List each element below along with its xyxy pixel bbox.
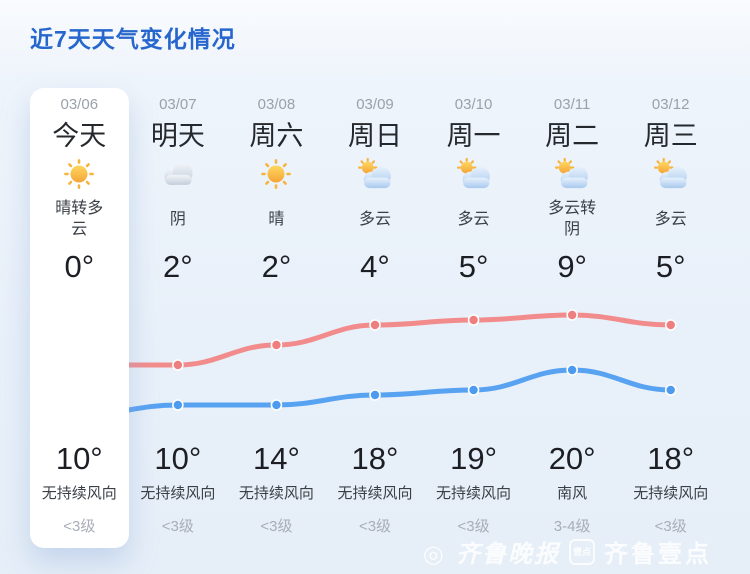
date-label: 03/12 — [651, 96, 690, 113]
day-column-today-details: 10° 无持续风向 <3级 — [30, 435, 129, 553]
forecast-board: 03/06 今天 晴转多云 0° 03/07 明天 阴 2° 03/08 周六 … — [30, 88, 720, 553]
today-highlight-card — [30, 88, 129, 548]
temp-upper: 2° — [163, 249, 193, 284]
partly-cloudy-icon — [651, 157, 691, 191]
blue-line-upper-temps-row-point — [664, 384, 677, 396]
temp-lower: 18° — [351, 441, 399, 476]
day-column-tomorrow-details: 10° 无持续风向 <3级 — [129, 435, 228, 553]
partly-cloudy-icon — [552, 157, 592, 191]
blue-line-upper-temps-row-point — [467, 384, 480, 396]
day-column-tuesday[interactable]: 03/11 周二 多云转阴 9° — [523, 88, 622, 290]
temp-upper: 2° — [261, 249, 292, 284]
temp-lower: 10° — [154, 441, 202, 476]
blue-line-upper-temps-row-point — [270, 399, 283, 411]
day-column-tomorrow[interactable]: 03/07 明天 阴 2° — [129, 88, 228, 290]
overcast-icon — [158, 157, 198, 191]
day-name: 周一 — [446, 120, 501, 151]
weather-desc: 晴 — [268, 210, 285, 228]
day-column-wednesday[interactable]: 03/12 周三 多云 5° — [621, 88, 720, 290]
temp-upper: 4° — [360, 249, 390, 284]
day-column-saturday[interactable]: 03/08 周六 晴 2° — [227, 88, 326, 290]
partly-cloudy-icon — [454, 157, 494, 191]
day-name: 周三 — [643, 120, 698, 151]
weather-desc: 多云转阴 — [548, 200, 597, 238]
date-label: 03/08 — [257, 96, 296, 113]
temperature-trend-chart — [73, 309, 677, 421]
weather-desc: 晴转多云 — [55, 200, 104, 238]
temp-upper: 5° — [458, 249, 489, 284]
day-column-monday[interactable]: 03/10 周一 多云 5° — [424, 88, 523, 290]
wind-level: 3-4级 — [553, 518, 591, 535]
wind-level: <3级 — [654, 518, 687, 535]
page-title: 近7天天气变化情况 — [30, 26, 236, 52]
date-label: 03/07 — [159, 96, 197, 113]
temp-lower: 10° — [55, 441, 103, 476]
red-line-lower-temps-row-point — [566, 309, 578, 321]
wind-direction: 无持续风向 — [337, 485, 413, 502]
forecast-top-grid: 03/06 今天 晴转多云 0° 03/07 明天 阴 2° 03/08 周六 … — [30, 88, 720, 290]
date-label: 03/09 — [356, 96, 394, 113]
red-line-lower-temps-row-point — [270, 339, 283, 351]
temp-upper: 0° — [64, 249, 95, 284]
day-column-monday-details: 19° 无持续风向 <3级 — [424, 435, 523, 553]
date-label: 03/10 — [454, 96, 493, 113]
blue-line-upper-temps-row-point — [566, 364, 578, 376]
temp-lower: 18° — [647, 441, 695, 476]
wind-direction: 无持续风向 — [140, 485, 216, 502]
blue-line-upper-temps-row-point — [369, 389, 381, 401]
sunny-icon — [59, 157, 99, 191]
wind-level: <3级 — [63, 518, 96, 535]
wind-level: <3级 — [260, 518, 293, 535]
wind-level: <3级 — [161, 518, 194, 535]
wind-direction: 无持续风向 — [436, 485, 512, 502]
day-column-sunday-details: 18° 无持续风向 <3级 — [326, 435, 425, 553]
weather-desc: 多云 — [358, 210, 391, 228]
day-column-wednesday-details: 18° 无持续风向 <3级 — [621, 435, 720, 553]
wind-level: <3级 — [358, 518, 392, 535]
weather-desc: 阴 — [169, 210, 186, 228]
day-column-sunday[interactable]: 03/09 周日 多云 4° — [326, 88, 425, 290]
temp-lower: 20° — [548, 441, 596, 476]
temp-lower: 14° — [252, 441, 300, 476]
day-column-today[interactable]: 03/06 今天 晴转多云 0° — [30, 88, 129, 290]
forecast-bottom-grid: 10° 无持续风向 <3级 10° 无持续风向 <3级 14° 无持续风向 <3… — [30, 435, 720, 553]
weather-desc: 多云 — [654, 210, 687, 228]
day-name: 明天 — [150, 120, 205, 151]
wind-direction: 无持续风向 — [41, 485, 117, 502]
day-name: 周日 — [347, 120, 402, 151]
wind-direction: 无持续风向 — [238, 485, 314, 502]
day-name: 周二 — [545, 120, 600, 151]
red-line-lower-temps-row-point — [369, 319, 381, 331]
date-label: 03/11 — [553, 96, 591, 113]
day-column-tuesday-details: 20° 南风 3-4级 — [523, 435, 622, 553]
partly-cloudy-icon — [355, 157, 395, 191]
wind-direction: 南风 — [557, 485, 588, 502]
weather-desc: 多云 — [457, 210, 490, 228]
red-line-lower-temps-row-point — [172, 359, 184, 371]
red-line-lower-temps-row-point — [467, 314, 480, 326]
temp-lower: 19° — [450, 441, 497, 476]
wind-level: <3级 — [457, 518, 490, 535]
date-label: 03/06 — [60, 96, 99, 113]
wind-direction: 无持续风向 — [633, 485, 709, 502]
red-line-lower-temps-row-point — [664, 319, 677, 331]
blue-line-upper-temps-row-point — [172, 399, 184, 411]
sunny-icon — [256, 157, 296, 191]
day-name: 周六 — [249, 120, 304, 151]
temp-upper: 5° — [655, 249, 686, 284]
temp-upper: 9° — [557, 249, 587, 284]
day-column-saturday-details: 14° 无持续风向 <3级 — [227, 435, 326, 553]
day-name: 今天 — [52, 120, 107, 151]
